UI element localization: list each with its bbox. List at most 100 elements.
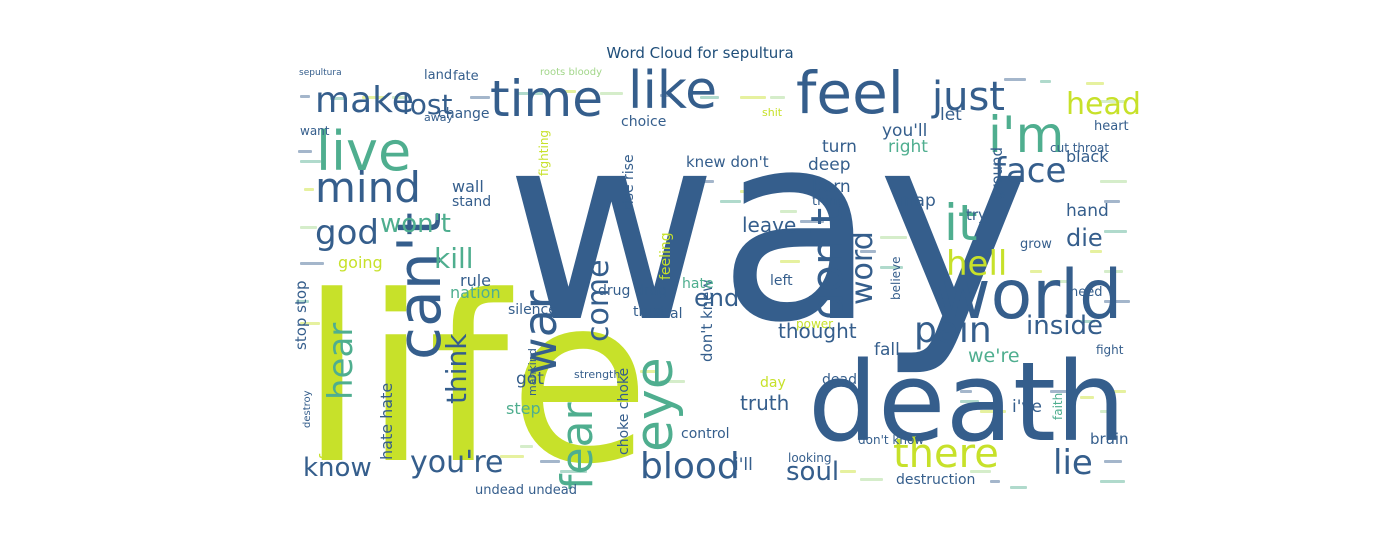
word-blood: blood <box>640 446 740 487</box>
word-real: real <box>656 306 683 322</box>
word-deep: deep <box>808 155 851 175</box>
word-looking: looking <box>788 451 832 465</box>
word-it: it <box>944 194 978 252</box>
word-fall: fall <box>874 340 900 360</box>
tiny-word-mark <box>720 200 741 203</box>
word-heart: heart <box>1094 119 1129 134</box>
word-come: come <box>581 259 616 342</box>
word-change: change <box>438 106 490 122</box>
word-i-ve: i've <box>1012 397 1042 417</box>
tiny-word-mark <box>700 96 719 99</box>
tiny-word-mark <box>1050 280 1069 283</box>
word-born: born <box>812 177 851 197</box>
tiny-word-mark <box>1104 230 1127 233</box>
word-got: got <box>516 369 544 389</box>
word-fate: fate <box>453 69 479 84</box>
word-we-re: we're <box>968 345 1020 367</box>
tiny-word-mark <box>770 96 785 99</box>
word-lie: lie <box>1053 443 1093 483</box>
tiny-word-mark <box>1080 396 1094 399</box>
word-believe: believe <box>889 256 903 300</box>
word-eye: eye <box>625 357 685 452</box>
word-mind: mind <box>315 163 421 212</box>
tiny-word-mark <box>1104 200 1120 203</box>
tiny-word-mark <box>800 240 813 243</box>
word-silence: silence <box>508 302 557 318</box>
word-rule: rule <box>460 271 491 290</box>
word-inside: inside <box>1026 311 1103 341</box>
word-word: word <box>845 231 880 305</box>
tiny-word-mark <box>1100 410 1111 413</box>
word-life: life <box>300 248 650 515</box>
tiny-word-mark <box>300 95 310 98</box>
word-left: left <box>770 273 793 289</box>
word-let: let <box>940 105 962 125</box>
word-i-m: i'm <box>988 106 1064 164</box>
tiny-word-mark <box>1104 300 1130 303</box>
word-cut-throat: cut throat <box>1050 141 1109 155</box>
chart-title: Word Cloud for sepultura <box>606 44 794 62</box>
tiny-word-mark <box>500 455 524 458</box>
word-black: black <box>1066 147 1109 166</box>
tiny-word-mark <box>1104 270 1123 273</box>
tiny-word-mark <box>700 180 714 183</box>
word-just: just <box>931 74 1005 120</box>
tiny-word-mark <box>970 470 991 473</box>
word-try: try <box>966 206 987 224</box>
word-thought: thought <box>778 319 857 343</box>
tiny-word-mark <box>516 92 543 95</box>
tiny-word-mark <box>392 96 405 99</box>
tiny-word-mark <box>362 96 386 99</box>
tiny-word-mark <box>880 266 903 269</box>
tiny-word-mark <box>560 90 576 93</box>
tiny-word-mark <box>1050 390 1072 393</box>
word-lost: lost <box>402 88 452 121</box>
tiny-word-mark <box>540 460 560 463</box>
tiny-word-mark <box>780 210 797 213</box>
word-end: end <box>694 284 739 312</box>
word-war: war <box>513 290 567 375</box>
word-sepultura: sepultura <box>299 68 342 78</box>
word-don-t-knew: don't knew <box>698 279 716 362</box>
word-feeling: feeling <box>658 232 674 280</box>
word-land: land <box>424 68 452 83</box>
tiny-word-mark <box>1086 82 1104 85</box>
word-death: death <box>808 338 1126 466</box>
word-hate-hate: hate hate <box>377 383 396 460</box>
tiny-word-mark <box>1040 80 1051 83</box>
tiny-word-mark <box>860 250 876 253</box>
word-you-re: you're <box>410 445 504 480</box>
tiny-word-mark <box>1090 250 1102 253</box>
word-soul: soul <box>786 457 839 487</box>
word-ground: ground <box>988 147 1006 200</box>
word-stop-stop: stop stop <box>292 280 310 350</box>
tiny-word-mark <box>740 190 750 193</box>
word-hate: hate <box>682 276 714 292</box>
word-don-t-know: don't know <box>858 433 924 447</box>
word-fighting: fighting <box>537 130 551 176</box>
word-face: face <box>994 151 1066 191</box>
word-going: going <box>338 253 383 272</box>
tiny-word-mark <box>560 470 587 473</box>
tiny-word-mark <box>990 480 1000 483</box>
tiny-word-mark <box>1100 180 1127 183</box>
word-choice: choice <box>621 114 666 130</box>
tiny-word-mark <box>960 390 972 393</box>
tiny-word-mark <box>620 360 631 363</box>
word-choke-choke: choke choke <box>616 368 632 455</box>
tiny-word-mark <box>780 260 800 263</box>
word-wall: wall <box>452 177 484 196</box>
tiny-word-mark <box>1010 486 1027 489</box>
word-head: head <box>1066 87 1141 122</box>
tiny-word-mark <box>470 96 490 99</box>
tiny-word-mark <box>880 236 907 239</box>
word-god: god <box>315 213 379 253</box>
word-roots-bloody: roots bloody <box>540 67 602 78</box>
tiny-word-mark <box>960 400 979 403</box>
word-time: time <box>490 70 603 128</box>
tiny-word-mark <box>840 470 856 473</box>
word-control: control <box>681 426 730 442</box>
tiny-word-mark <box>330 97 347 100</box>
tiny-word-mark <box>740 96 766 99</box>
word-map: map <box>898 191 936 211</box>
